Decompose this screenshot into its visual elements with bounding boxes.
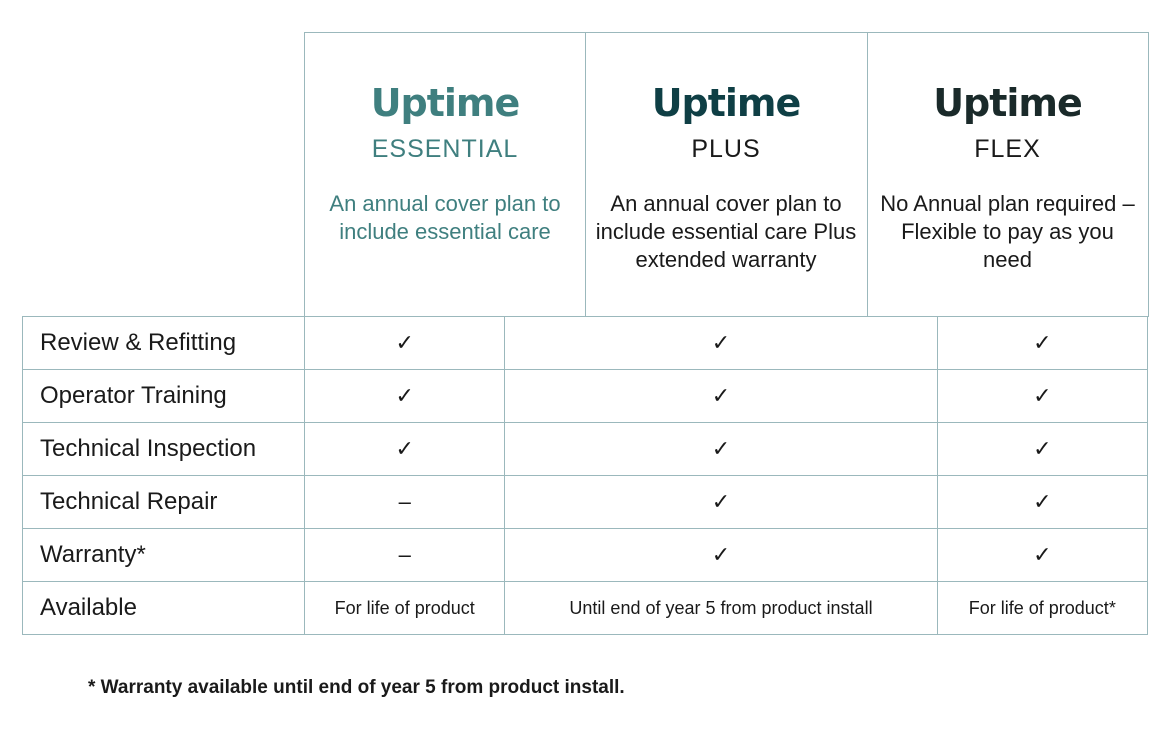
plan-header-plus: Uptime PLUS An annual cover plan to incl… — [585, 32, 868, 317]
check-icon: ✓ — [936, 422, 1149, 476]
table-row: Available For life of product Until end of… — [22, 581, 1149, 635]
feature-label: Operator Training — [22, 369, 305, 423]
table-row: Warranty* – ✓ ✓ — [22, 528, 1149, 582]
plan-tier: ESSENTIAL — [371, 135, 519, 163]
check-icon: ✓ — [303, 316, 506, 370]
check-icon: ✓ — [504, 369, 938, 423]
check-icon: ✓ — [504, 475, 938, 529]
check-icon: ✓ — [936, 316, 1149, 370]
check-icon: ✓ — [504, 422, 938, 476]
availability-cell: Until end of year 5 from product install — [504, 581, 938, 635]
check-icon: ✓ — [936, 369, 1149, 423]
feature-label: Technical Repair — [22, 475, 305, 529]
plan-description: No Annual plan required – Flexible to pa… — [880, 191, 1135, 272]
table-row: Review & Refitting ✓ ✓ ✓ — [22, 316, 1149, 370]
plan-header-essential: Uptime ESSENTIAL An annual cover plan to… — [304, 32, 586, 317]
plan-description: An annual cover plan to include essentia… — [595, 191, 857, 272]
plan-tier: PLUS — [691, 135, 761, 163]
plan-tier: FLEX — [974, 135, 1041, 163]
plan-brand: Uptime — [651, 81, 802, 125]
table-row: Operator Training ✓ ✓ ✓ — [22, 369, 1149, 423]
check-icon: ✓ — [303, 369, 506, 423]
feature-label: Review & Refitting — [22, 316, 305, 370]
availability-cell: For life of product — [303, 581, 506, 635]
check-icon: ✓ — [936, 528, 1149, 582]
check-icon: ✓ — [504, 316, 938, 370]
check-icon: ✓ — [504, 528, 938, 582]
plan-header-flex: Uptime FLEX No Annual plan required – Fl… — [867, 32, 1149, 317]
plan-brand: Uptime — [933, 81, 1083, 125]
feature-label: Warranty* — [22, 528, 305, 582]
feature-label: Available — [22, 581, 305, 635]
availability-cell: For life of product* — [936, 581, 1149, 635]
check-icon: ✓ — [303, 422, 506, 476]
table-row: Technical Inspection ✓ ✓ ✓ — [22, 422, 1149, 476]
dash-icon: – — [303, 475, 506, 529]
comparison-table: Review & Refitting ✓ ✓ ✓ Operator Training ✓ ✓… — [22, 316, 1149, 635]
table-row: Technical Repair – ✓ ✓ — [22, 475, 1149, 529]
plan-description: An annual cover plan to include essentia… — [329, 191, 561, 244]
footnote: * Warranty available until end of year 5… — [88, 677, 625, 698]
check-icon: ✓ — [936, 475, 1149, 529]
feature-label: Technical Inspection — [22, 422, 305, 476]
plan-brand: Uptime — [370, 81, 521, 125]
dash-icon: – — [303, 528, 506, 582]
